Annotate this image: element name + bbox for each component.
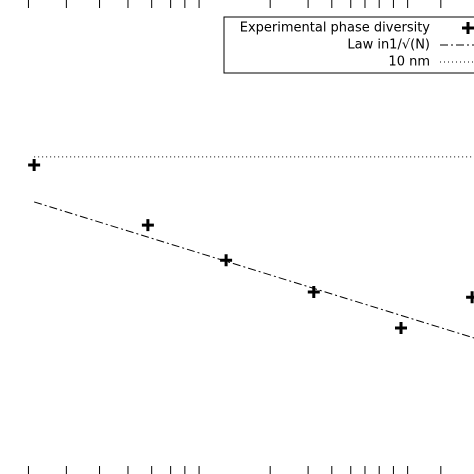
data-point xyxy=(141,219,154,232)
data-point xyxy=(395,322,408,335)
legend-marker xyxy=(462,22,474,34)
data-point xyxy=(466,291,474,304)
legend-label: Law in1/√(N) xyxy=(347,38,430,53)
legend-label: 10 nm xyxy=(388,55,430,70)
data-point xyxy=(307,285,320,298)
line xyxy=(33,201,474,339)
legend-label: Experimental phase diversity xyxy=(240,21,431,36)
legend-box xyxy=(223,16,474,74)
data-point xyxy=(28,158,41,171)
